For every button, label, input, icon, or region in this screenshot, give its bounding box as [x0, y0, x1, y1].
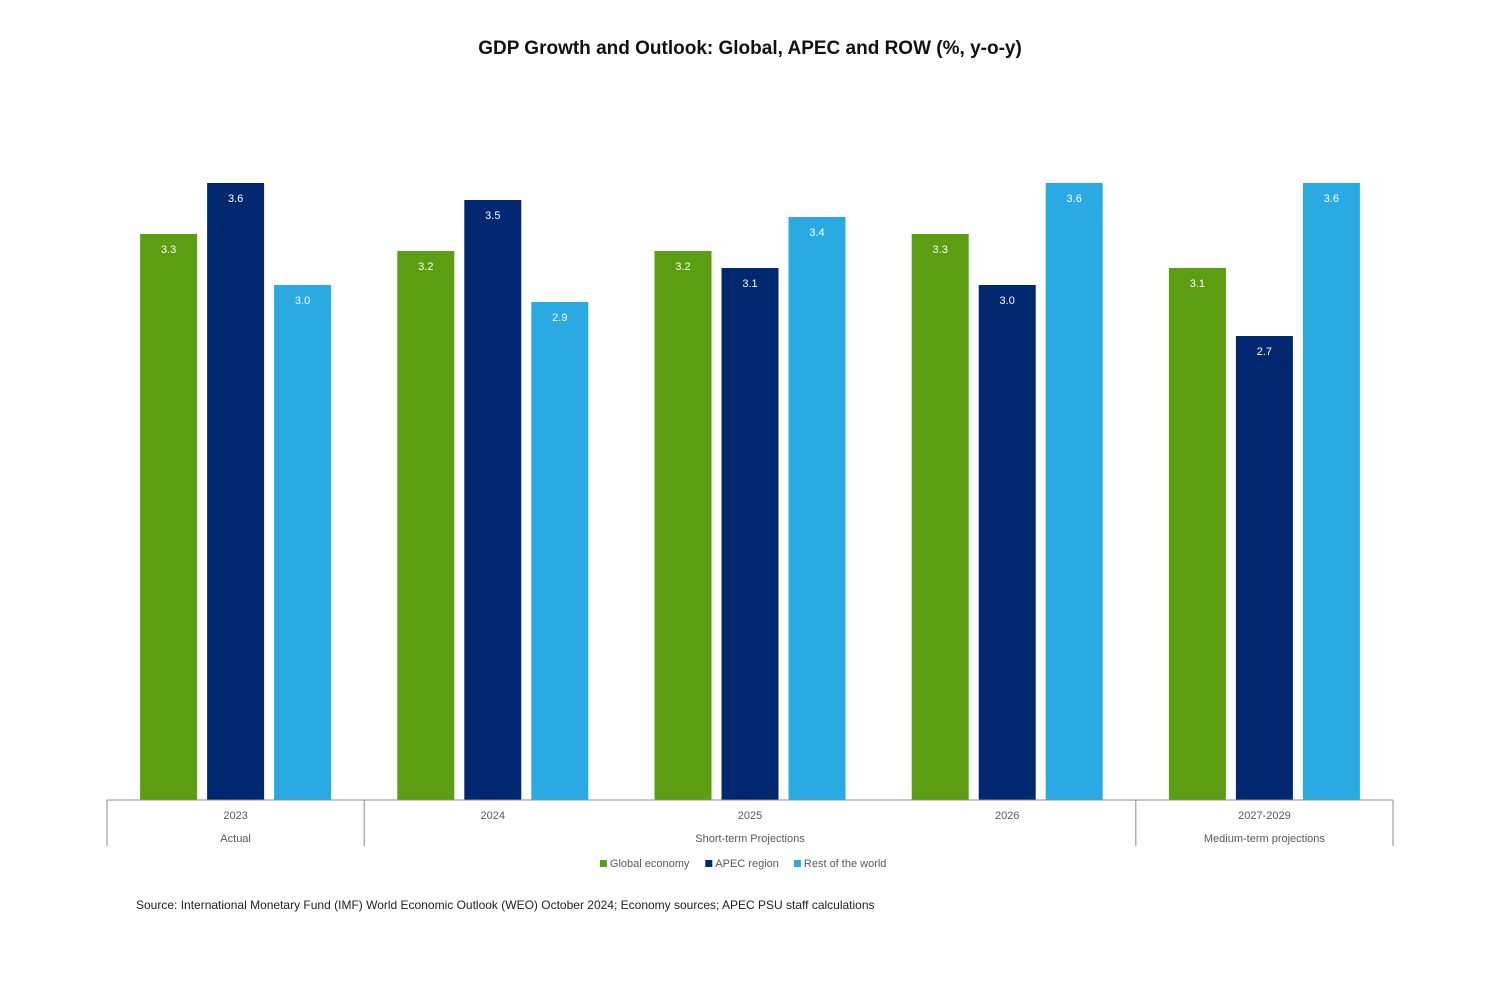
legend-item: Global economy: [610, 858, 690, 870]
legend-swatch: [793, 860, 801, 867]
data-label: 3.6: [1067, 193, 1082, 205]
bar-apec-region-2023: [207, 183, 265, 800]
data-label: 3.3: [933, 244, 948, 256]
data-label: 2.7: [1257, 346, 1272, 358]
bar-rest-of-the-world-2024: [531, 302, 589, 800]
bar-rest-of-the-world-2025: [788, 217, 846, 800]
legend-swatch: [599, 860, 607, 867]
data-label: 3.3: [161, 244, 176, 256]
bar-rest-of-the-world-2023: [274, 285, 332, 800]
x-tick-label: 2026: [995, 810, 1019, 822]
legend-item: APEC region: [715, 858, 779, 870]
data-label: 3.2: [418, 261, 433, 273]
data-label: 3.4: [809, 227, 824, 239]
chart-title: GDP Growth and Outlook: Global, APEC and…: [478, 38, 1022, 59]
data-label: 3.2: [675, 261, 690, 273]
source-note: Source: International Monetary Fund (IMF…: [136, 898, 875, 912]
data-label: 3.6: [228, 193, 243, 205]
x-tick-label: 2024: [481, 810, 505, 822]
bar-apec-region-2025: [721, 268, 779, 800]
x-group-label: Medium-term projections: [1204, 833, 1326, 845]
bar-global-economy-2026: [911, 234, 969, 800]
bar-apec-region-2027-2029: [1235, 336, 1293, 800]
bar-global-economy-2023: [140, 234, 198, 800]
bar-global-economy-2025: [654, 251, 712, 800]
x-tick-label: 2025: [738, 810, 762, 822]
bar-global-economy-2027-2029: [1168, 268, 1226, 800]
bar-apec-region-2026: [978, 285, 1036, 800]
data-label: 3.0: [1000, 295, 1015, 307]
x-tick-label: 2027-2029: [1238, 810, 1291, 822]
legend-item: Rest of the world: [804, 858, 887, 870]
data-label: 3.6: [1324, 193, 1339, 205]
bar-apec-region-2024: [464, 200, 522, 800]
bar-rest-of-the-world-2026: [1045, 183, 1103, 800]
data-label: 3.5: [485, 210, 500, 222]
data-label: 3.1: [1190, 278, 1205, 290]
data-label: 2.9: [552, 312, 567, 324]
x-tick-label: 2023: [223, 810, 247, 822]
legend-swatch: [705, 860, 713, 867]
bar-global-economy-2024: [397, 251, 455, 800]
x-group-label: Short-term Projections: [695, 833, 805, 845]
x-group-label: Actual: [220, 833, 251, 845]
bar-rest-of-the-world-2027-2029: [1302, 183, 1360, 800]
data-label: 3.1: [742, 278, 757, 290]
data-label: 3.0: [295, 295, 310, 307]
